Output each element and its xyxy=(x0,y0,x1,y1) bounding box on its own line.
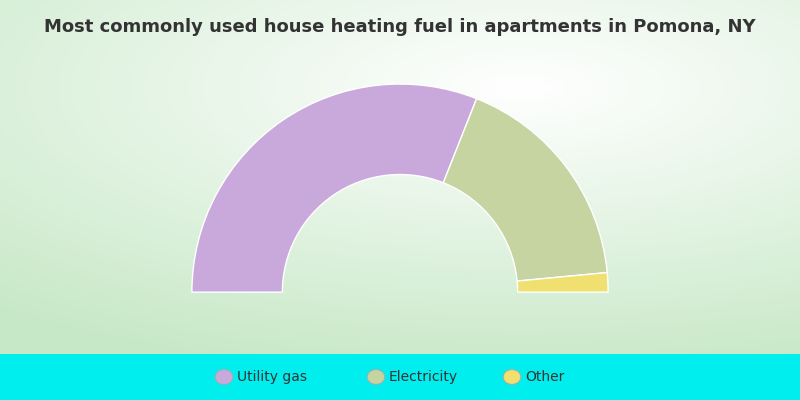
Text: Most commonly used house heating fuel in apartments in Pomona, NY: Most commonly used house heating fuel in… xyxy=(44,18,756,36)
Wedge shape xyxy=(443,99,607,281)
Wedge shape xyxy=(192,84,477,292)
Ellipse shape xyxy=(367,370,385,384)
Text: Other: Other xyxy=(525,370,564,384)
Ellipse shape xyxy=(503,370,521,384)
Text: Utility gas: Utility gas xyxy=(237,370,307,384)
Text: Electricity: Electricity xyxy=(389,370,458,384)
Ellipse shape xyxy=(215,370,233,384)
Wedge shape xyxy=(517,272,608,292)
